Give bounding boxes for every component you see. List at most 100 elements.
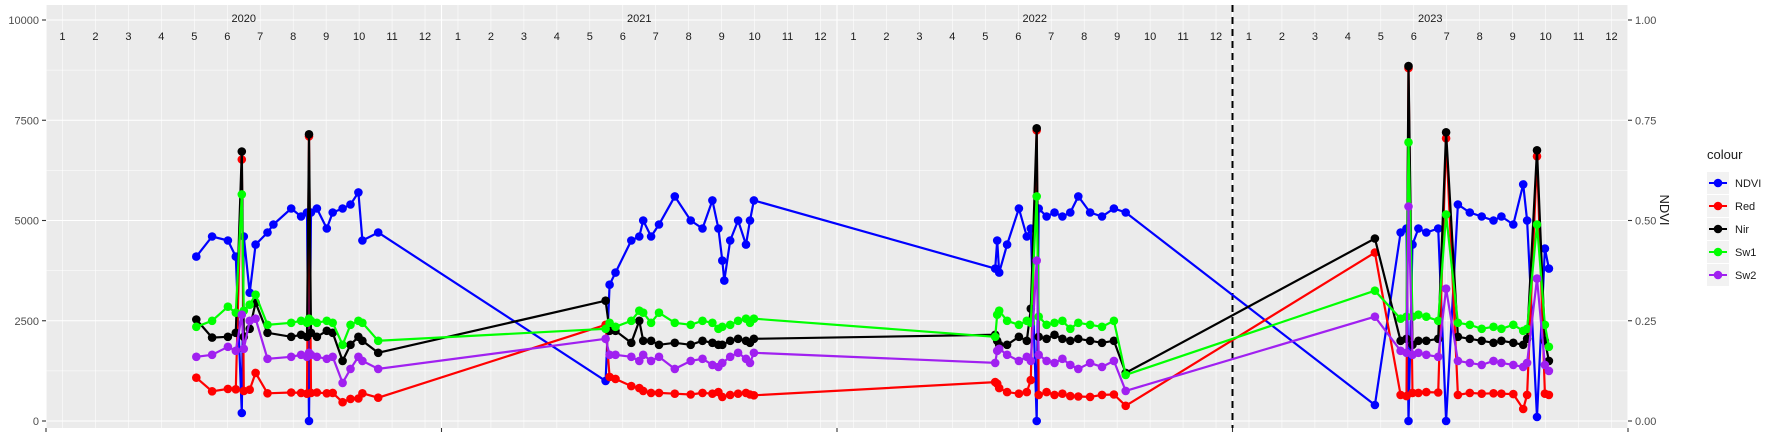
data-point-sw1 — [990, 332, 1000, 342]
data-point-ndvi — [1085, 208, 1095, 217]
month-label: 12 — [814, 31, 826, 43]
data-point-ndvi — [698, 224, 707, 233]
data-point-ndvi — [749, 196, 759, 205]
data-point-red — [1002, 387, 1012, 397]
month-label: 8 — [1477, 31, 1483, 43]
data-point-ndvi — [714, 224, 723, 233]
year-label: 2022 — [1023, 13, 1047, 25]
data-point-red — [733, 389, 743, 399]
month-label: 2 — [883, 31, 889, 43]
data-point-sw2 — [725, 352, 735, 362]
data-point-sw2 — [733, 348, 743, 358]
month-label: 5 — [982, 31, 988, 43]
month-label: 12 — [419, 31, 431, 43]
data-point-sw2 — [686, 356, 695, 366]
data-point-red — [231, 385, 241, 394]
data-point-nir — [733, 334, 743, 344]
data-point-sw1 — [1404, 138, 1413, 147]
data-point-ndvi — [1066, 208, 1075, 217]
data-point-nir — [1497, 336, 1506, 346]
y-left-tick-label: 10000 — [8, 15, 39, 27]
data-point-sw1 — [192, 322, 201, 332]
data-point-sw2 — [1441, 284, 1451, 294]
data-point-sw2 — [328, 352, 338, 362]
data-point-sw1 — [263, 320, 272, 330]
data-point-sw1 — [1465, 320, 1475, 330]
data-point-sw1 — [1042, 320, 1051, 330]
y-left-tick-label: 2500 — [15, 316, 39, 328]
data-point-ndvi — [1121, 208, 1130, 217]
data-point-red — [1522, 390, 1532, 400]
data-point-red — [346, 394, 355, 404]
data-point-sw1 — [1002, 316, 1012, 326]
data-point-sw2 — [358, 356, 367, 366]
data-point-sw1 — [698, 316, 707, 326]
month-label: 12 — [1605, 31, 1617, 43]
data-point-nir — [1532, 146, 1542, 155]
data-point-nir — [725, 336, 735, 346]
data-point-red — [698, 388, 707, 398]
month-label: 3 — [125, 31, 131, 43]
data-point-nir — [1097, 338, 1107, 348]
data-point-nir — [1509, 338, 1518, 348]
data-point-sw2 — [638, 350, 648, 360]
data-point-sw1 — [1489, 322, 1498, 332]
data-point-red — [1022, 387, 1032, 397]
data-point-sw2 — [263, 354, 272, 364]
data-point-ndvi — [635, 232, 644, 241]
data-point-sw1 — [1121, 370, 1130, 380]
month-label: 4 — [158, 31, 164, 43]
data-point-red — [1097, 390, 1107, 400]
data-point-sw1 — [251, 290, 260, 300]
data-point-ndvi — [338, 204, 347, 213]
data-point-nir — [263, 328, 272, 338]
data-point-nir — [749, 334, 759, 344]
data-point-sw1 — [1014, 320, 1024, 330]
data-point-sw1 — [1522, 324, 1532, 334]
data-point-sw1 — [373, 336, 383, 346]
data-point-ndvi — [1433, 224, 1443, 233]
data-point-sw1 — [1109, 316, 1119, 326]
data-point-ndvi — [1453, 200, 1463, 209]
data-point-sw2 — [231, 346, 241, 356]
data-point-sw1 — [654, 308, 664, 318]
month-label: 5 — [1378, 31, 1384, 43]
data-point-sw2 — [611, 350, 620, 360]
data-point-sw1 — [670, 318, 680, 328]
data-point-sw2 — [312, 352, 322, 362]
month-label: 10 — [353, 31, 365, 43]
series-sw2 — [192, 202, 1554, 396]
data-point-sw2 — [1544, 366, 1554, 376]
y-right-tick-label: 0.00 — [1635, 416, 1656, 428]
data-point-sw2 — [749, 348, 759, 358]
data-point-sw2 — [1014, 356, 1024, 366]
month-label: 3 — [916, 31, 922, 43]
data-point-nir — [286, 332, 296, 342]
data-point-sw2 — [635, 356, 644, 366]
y-left-tick-label: 5000 — [15, 216, 39, 228]
data-point-sw2 — [192, 352, 201, 362]
data-point-ndvi — [1032, 416, 1041, 426]
data-point-sw1 — [646, 318, 656, 328]
month-label: 6 — [620, 31, 626, 43]
month-label: 4 — [554, 31, 560, 43]
data-point-red — [312, 388, 322, 397]
data-point-red — [328, 388, 338, 398]
legend: colour NDVI Red Nir Sw1 Sw2 — [1707, 147, 1761, 286]
year-label: 2021 — [627, 13, 651, 25]
data-point-ndvi — [1532, 412, 1542, 422]
data-point-ndvi — [718, 256, 727, 265]
data-point-sw2 — [1532, 274, 1542, 283]
data-point-nir — [627, 338, 636, 348]
month-label: 9 — [719, 31, 725, 43]
data-point-ndvi — [1465, 208, 1475, 217]
data-point-red — [627, 381, 636, 391]
data-point-ndvi — [1050, 208, 1059, 217]
data-point-ndvi — [1441, 416, 1451, 426]
data-point-ndvi — [373, 228, 383, 237]
data-point-nir — [1066, 336, 1075, 346]
data-point-red — [373, 393, 383, 403]
data-point-nir — [1404, 61, 1413, 71]
data-point-ndvi — [725, 236, 735, 245]
data-point-ndvi — [720, 276, 729, 285]
